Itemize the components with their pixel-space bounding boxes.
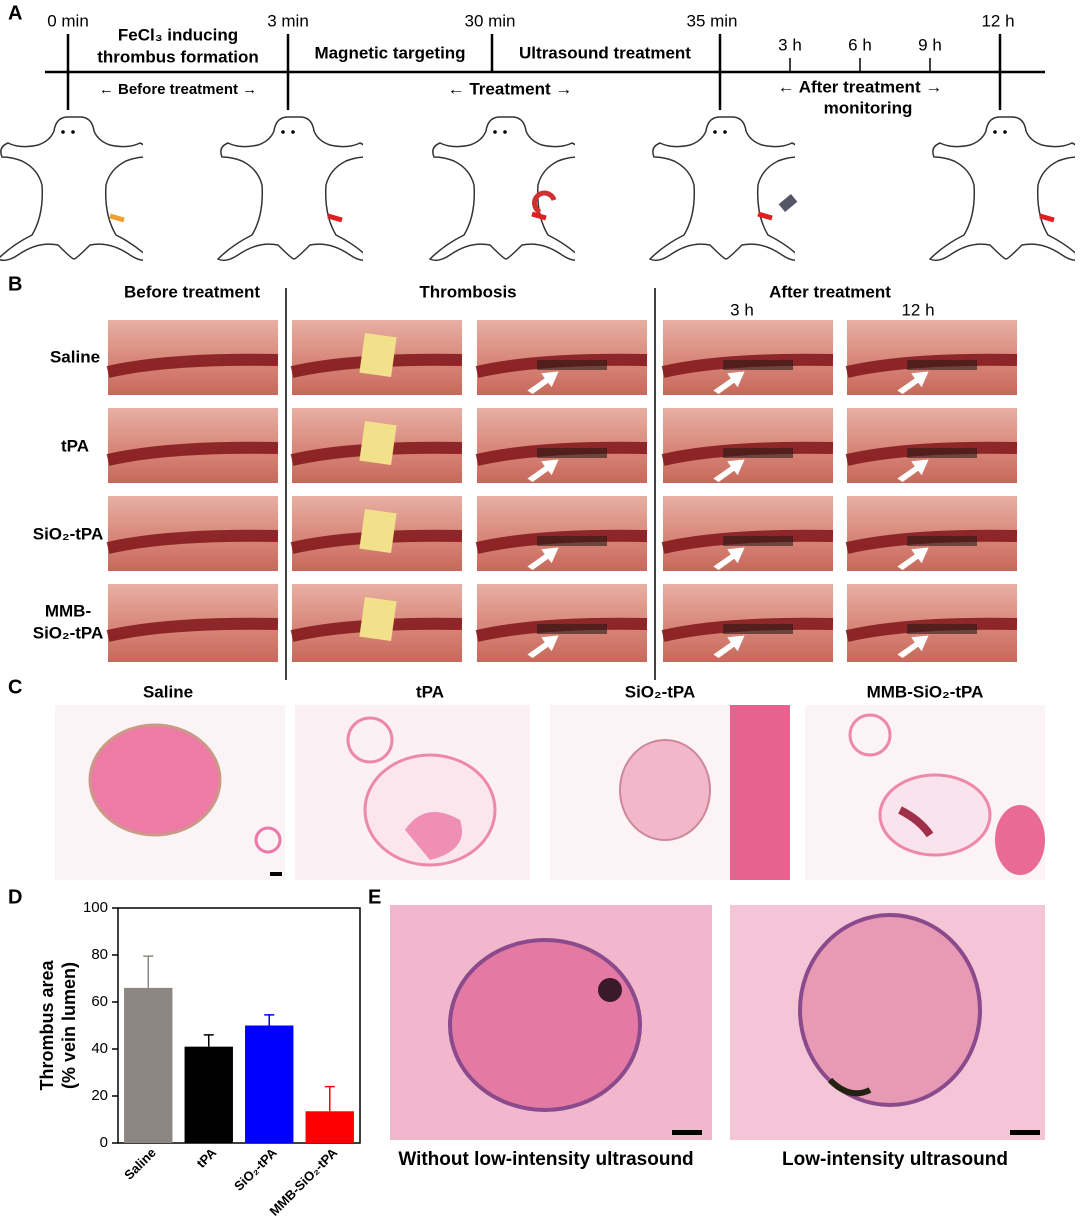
y-axis-label: Thrombus area: [37, 960, 57, 1091]
clot: [907, 624, 977, 634]
timepoint: 3 h: [778, 35, 802, 54]
y-tick-label: 80: [91, 946, 108, 963]
histology-title: SiO₂-tPA: [625, 682, 696, 701]
histology-title: Saline: [143, 682, 193, 701]
vein: [106, 441, 279, 466]
row-label: SiO₂-tPA: [33, 524, 104, 543]
clot: [907, 536, 977, 546]
y-tick-label: 60: [91, 993, 108, 1010]
bar: [245, 1025, 294, 1143]
clot: [723, 448, 793, 458]
error-bar: [264, 1014, 275, 1026]
y-tick-label: 100: [83, 899, 108, 916]
clot: [907, 448, 977, 458]
timepoint: 6 h: [848, 35, 872, 54]
filter-paper: [359, 332, 397, 378]
he-images: [390, 905, 1045, 1140]
panel-label: A: [8, 2, 22, 24]
period: ← Treatment →: [448, 79, 573, 98]
timeline: [45, 34, 1045, 110]
caption: Low-intensity ultrasound: [782, 1149, 1008, 1170]
clot: [723, 360, 793, 370]
y-axis-label: (% vein lumen): [59, 962, 79, 1089]
clot: [537, 624, 607, 634]
clot: [537, 536, 607, 546]
caption: Without low-intensity ultrasound: [398, 1149, 693, 1170]
phase: Magnetic targeting: [314, 43, 465, 62]
timepoint: 3 min: [267, 11, 309, 30]
period: monitoring: [824, 98, 913, 117]
vein: [106, 353, 279, 378]
clot: [537, 448, 607, 458]
clot: [537, 360, 607, 370]
error-bar: [143, 955, 154, 988]
clot: [723, 536, 793, 546]
period: ← After treatment →: [778, 77, 943, 96]
histology-title: tPA: [416, 682, 444, 701]
filter-paper: [359, 508, 397, 554]
histology-images: [55, 705, 1045, 880]
phase: Ultrasound treatment: [519, 43, 691, 62]
vein: [106, 617, 279, 642]
time-label: 12 h: [901, 300, 934, 319]
timepoint: 9 h: [918, 35, 942, 54]
panel-label: E: [368, 886, 381, 908]
timepoint: 0 min: [47, 11, 89, 30]
bar: [184, 1046, 233, 1143]
vein: [106, 529, 279, 554]
y-tick-label: 20: [91, 1087, 108, 1104]
period: ← Before treatment →: [99, 81, 257, 98]
bar: [124, 987, 173, 1143]
clot: [907, 360, 977, 370]
error-bar: [203, 1034, 214, 1047]
panel-label: B: [8, 273, 22, 295]
row-label: tPA: [61, 436, 89, 455]
column-header: After treatment: [769, 282, 891, 301]
y-tick-label: 40: [91, 1040, 108, 1057]
timepoint: 35 min: [686, 11, 737, 30]
y-tick-label: 0: [100, 1134, 108, 1151]
histology-title: MMB-SiO₂-tPA: [867, 682, 984, 701]
column-header: Thrombosis: [419, 282, 516, 301]
column-header: Before treatment: [124, 282, 260, 301]
row-label: Saline: [50, 347, 100, 366]
phase: thrombus formation: [97, 47, 259, 66]
plot-frame: [117, 907, 361, 1144]
mice: [0, 116, 1075, 262]
panel-label: C: [8, 676, 22, 698]
filter-paper: [359, 596, 397, 642]
row-label: MMB-: [45, 601, 91, 620]
x-tick-label: Saline: [121, 1145, 159, 1183]
x-tick-label: SiO₂-tPA: [231, 1145, 280, 1194]
x-tick-label: tPA: [194, 1145, 220, 1171]
photo-grid: [106, 320, 1018, 662]
row-label: SiO₂-tPA: [33, 623, 104, 642]
time-label: 3 h: [730, 300, 754, 319]
timepoint: 30 min: [464, 11, 515, 30]
bar-chart: 0 20 40 60 80 100 Thrombus area (% vein lumen) S…: [37, 899, 361, 1219]
clot: [723, 624, 793, 634]
bar: [305, 1111, 354, 1143]
panel-label: D: [8, 886, 22, 908]
error-bar: [324, 1085, 335, 1112]
filter-paper: [359, 420, 397, 466]
timepoint: 12 h: [981, 11, 1014, 30]
phase: FeCl₃ inducing: [118, 25, 238, 44]
